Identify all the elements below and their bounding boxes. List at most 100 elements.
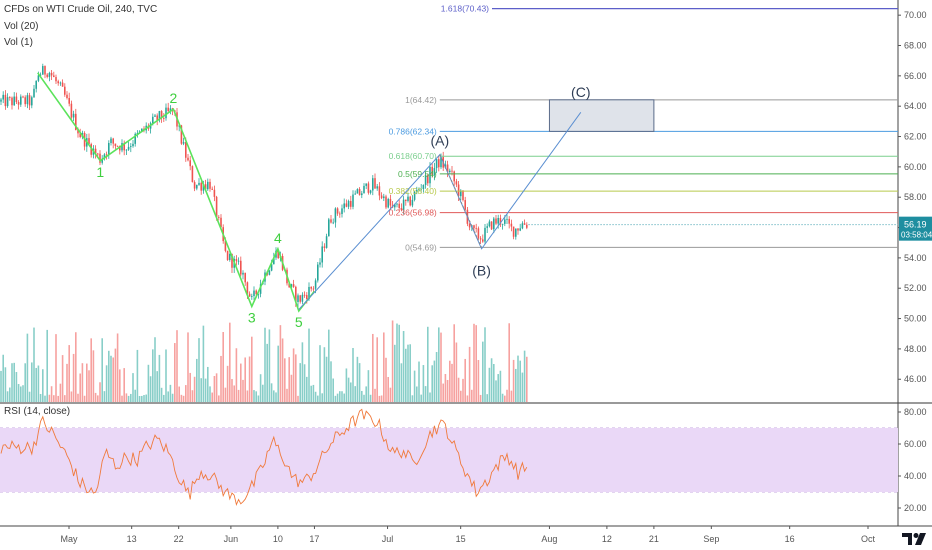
candle (306, 295, 308, 299)
candle (325, 236, 328, 248)
volume-bar (42, 369, 44, 402)
candle (336, 208, 339, 214)
wave-label-5: 5 (295, 314, 303, 330)
candle (112, 138, 114, 144)
wave-label-2: 2 (170, 90, 178, 106)
volume-bar (504, 395, 506, 402)
abc-correction[interactable]: (A) (B) (C) (298, 84, 591, 310)
volume-bar (385, 357, 387, 402)
candle (130, 146, 132, 147)
volume-bar (422, 365, 425, 402)
volume-bar (72, 353, 75, 402)
volume-bar (70, 391, 73, 402)
candle (213, 189, 216, 197)
volume-bar (389, 387, 392, 402)
candle (515, 228, 517, 237)
candle (26, 95, 29, 105)
candle (495, 218, 497, 224)
volume-bar (235, 348, 238, 402)
candle (424, 175, 427, 185)
fib-extension[interactable]: 1.618(70.43) 1(64.42) 0.786(62.34) 0.618(60… (389, 4, 898, 253)
volume-bar (361, 390, 363, 402)
candle (77, 129, 79, 134)
volume-bar (138, 395, 141, 402)
volume-bar (77, 393, 79, 402)
axes[interactable]: 46.0048.0050.0052.0054.0056.0058.0060.00… (60, 10, 932, 544)
wave-label-3: 3 (248, 309, 256, 325)
elliott-wave[interactable]: 1 2 3 4 5 (37, 72, 316, 330)
volume-bar (279, 325, 282, 402)
candle (105, 154, 108, 156)
candle (440, 156, 442, 168)
volume-bar (26, 333, 29, 402)
candle (314, 280, 317, 289)
candle (510, 223, 513, 227)
volume-bar (237, 389, 240, 402)
candle (301, 294, 304, 302)
candle (132, 143, 134, 147)
candle (473, 225, 475, 228)
price-tick-label: 68.00 (904, 41, 927, 51)
candle (273, 257, 275, 265)
candle (479, 238, 482, 240)
volume-bar (174, 343, 176, 402)
volume-bar (116, 333, 119, 402)
tradingview-logo-icon[interactable] (900, 530, 930, 548)
candle (237, 260, 240, 262)
last-price-badge[interactable] (899, 216, 932, 241)
candle (187, 157, 189, 161)
volume-bar (105, 365, 108, 402)
candle (438, 159, 440, 168)
candle (389, 198, 392, 206)
candle (231, 254, 233, 268)
candle (108, 143, 110, 155)
volume-bar (191, 390, 194, 402)
volume-bar (213, 375, 216, 402)
candle (191, 166, 194, 183)
volume-bar (354, 386, 356, 402)
vol1-legend[interactable]: Vol (1) (4, 37, 33, 48)
candle (101, 158, 103, 163)
abc-line[interactable] (298, 112, 582, 310)
vol20-legend[interactable]: Vol (20) (4, 21, 39, 32)
volume-bar (358, 363, 361, 402)
volume-bar (464, 358, 466, 402)
volume-bar (343, 393, 345, 402)
candle (484, 227, 486, 242)
target-box[interactable] (548, 99, 655, 132)
wave-line[interactable] (37, 72, 316, 313)
candle (451, 170, 453, 172)
candle (317, 264, 319, 281)
volume-bar (101, 338, 103, 402)
volume-bar (92, 350, 95, 402)
candle (103, 154, 106, 159)
candle (297, 295, 299, 303)
volume-bar (482, 341, 484, 402)
volume-bar (420, 394, 422, 402)
volume-bar (136, 349, 139, 402)
time-tick-label: 21 (649, 534, 659, 544)
volume-bar (108, 350, 110, 402)
volume-bar (152, 349, 154, 402)
candle (477, 228, 480, 239)
volume-bar (517, 355, 519, 402)
volume-bar (209, 386, 211, 402)
volume-bar (468, 346, 471, 402)
candle (160, 111, 163, 119)
volume-bar (187, 332, 189, 402)
candle (2, 94, 4, 100)
volume-bar (66, 363, 68, 402)
candle (411, 199, 414, 206)
volume-bar (486, 394, 488, 402)
candle (365, 183, 367, 186)
volume-bar (444, 374, 447, 402)
volume-bar (521, 372, 524, 402)
rsi-legend[interactable]: RSI (14, close) (4, 406, 71, 417)
candle (268, 270, 271, 275)
volume-bar (431, 365, 433, 402)
candle (427, 175, 429, 184)
candle (169, 108, 172, 111)
volume-bar (435, 352, 438, 402)
candle (244, 272, 246, 283)
